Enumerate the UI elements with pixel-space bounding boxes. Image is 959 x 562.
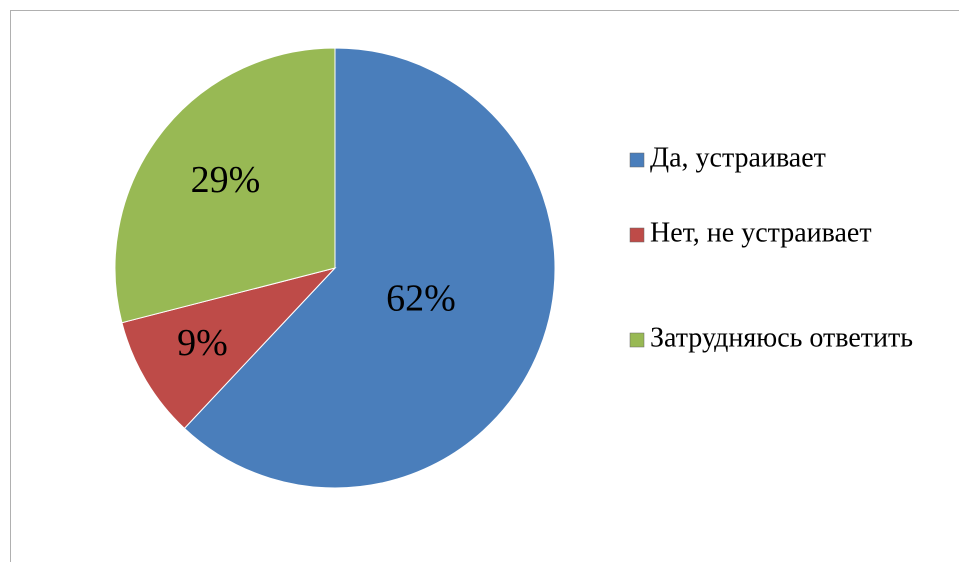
data-label: 9% [177,322,228,364]
legend-swatch [629,152,645,168]
pie-slice [183,47,556,489]
pie-slice [121,267,337,430]
data-label: 62% [386,278,456,320]
legend-label: Затрудняюсь ответить [650,322,913,353]
legend-label: Нет, не устраивает [650,217,872,248]
legend-swatch [629,332,645,348]
legend-label: Да, устраивает [650,142,826,173]
data-label: 29% [191,159,261,201]
legend-swatch [629,227,645,243]
pie-slice [114,47,336,324]
